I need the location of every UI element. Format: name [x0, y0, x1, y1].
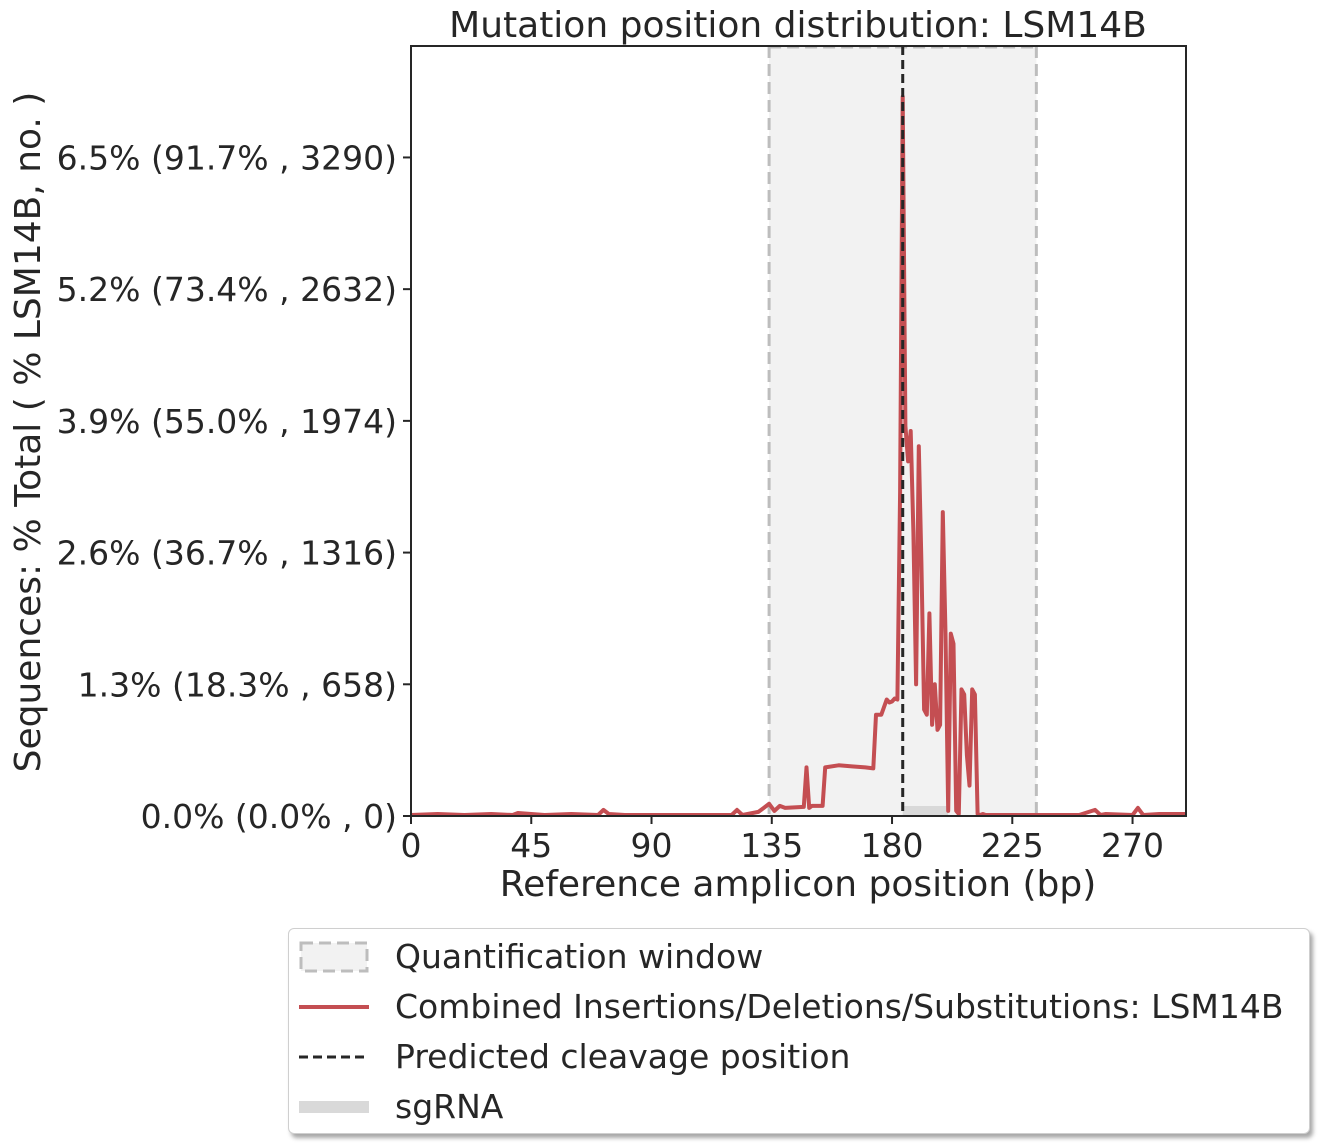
legend-item-predicted-cleavage: Predicted cleavage position [289, 1037, 1309, 1077]
x-tick-label: 45 [510, 826, 552, 865]
chart-canvas: Mutation position distribution: LSM14B 0… [8, 5, 1187, 905]
x-tick-label: 135 [740, 826, 803, 865]
y-tick-label: 2.6% (36.7% , 1316) [57, 534, 397, 573]
plot-frame [410, 45, 1187, 817]
axes: 0 45 90 135 180 225 270 0.0% (0.0% , 0) 1.3% (18… [57, 45, 1187, 865]
x-tick-label: 90 [631, 826, 673, 865]
x-tick-label: 0 [401, 826, 422, 865]
legend-label-combined-mutations: Combined Insertions/Deletions/Substituti… [395, 987, 1284, 1026]
quantification-window-swatch [299, 941, 369, 973]
chart-title: Mutation position distribution: LSM14B [449, 5, 1147, 46]
y-tick-label: 0.0% (0.0% , 0) [141, 797, 397, 836]
y-tick-label: 6.5% (91.7% , 3290) [57, 138, 397, 177]
x-axis-label: Reference amplicon position (bp) [500, 864, 1097, 905]
legend-item-quantification-window: Quantification window [289, 937, 1309, 977]
legend-label-predicted-cleavage: Predicted cleavage position [395, 1037, 851, 1076]
y-tick-label: 1.3% (18.3% , 658) [78, 665, 397, 704]
x-tick-label: 270 [1101, 826, 1164, 865]
combined-mutations-swatch [299, 1005, 369, 1009]
legend-label-sgrna: sgRNA [395, 1087, 504, 1126]
legend-item-sgrna: sgRNA [289, 1087, 1309, 1127]
y-tick-label: 3.9% (55.0% , 1974) [57, 402, 397, 441]
legend: Quantification window Combined Insertion… [288, 928, 1310, 1134]
predicted-cleavage-swatch [299, 1055, 369, 1059]
sgrna-swatch [299, 1101, 369, 1113]
x-tick-label: 225 [981, 826, 1044, 865]
y-axis-label: Sequences: % Total ( % LSM14B, no. ) [8, 92, 49, 773]
legend-label-quantification-window: Quantification window [395, 937, 764, 976]
y-tick-label: 5.2% (73.4% , 2632) [57, 270, 397, 309]
plot-area [410, 45, 1186, 817]
legend-item-combined-mutations: Combined Insertions/Deletions/Substituti… [289, 987, 1309, 1027]
x-tick-label: 180 [861, 826, 924, 865]
